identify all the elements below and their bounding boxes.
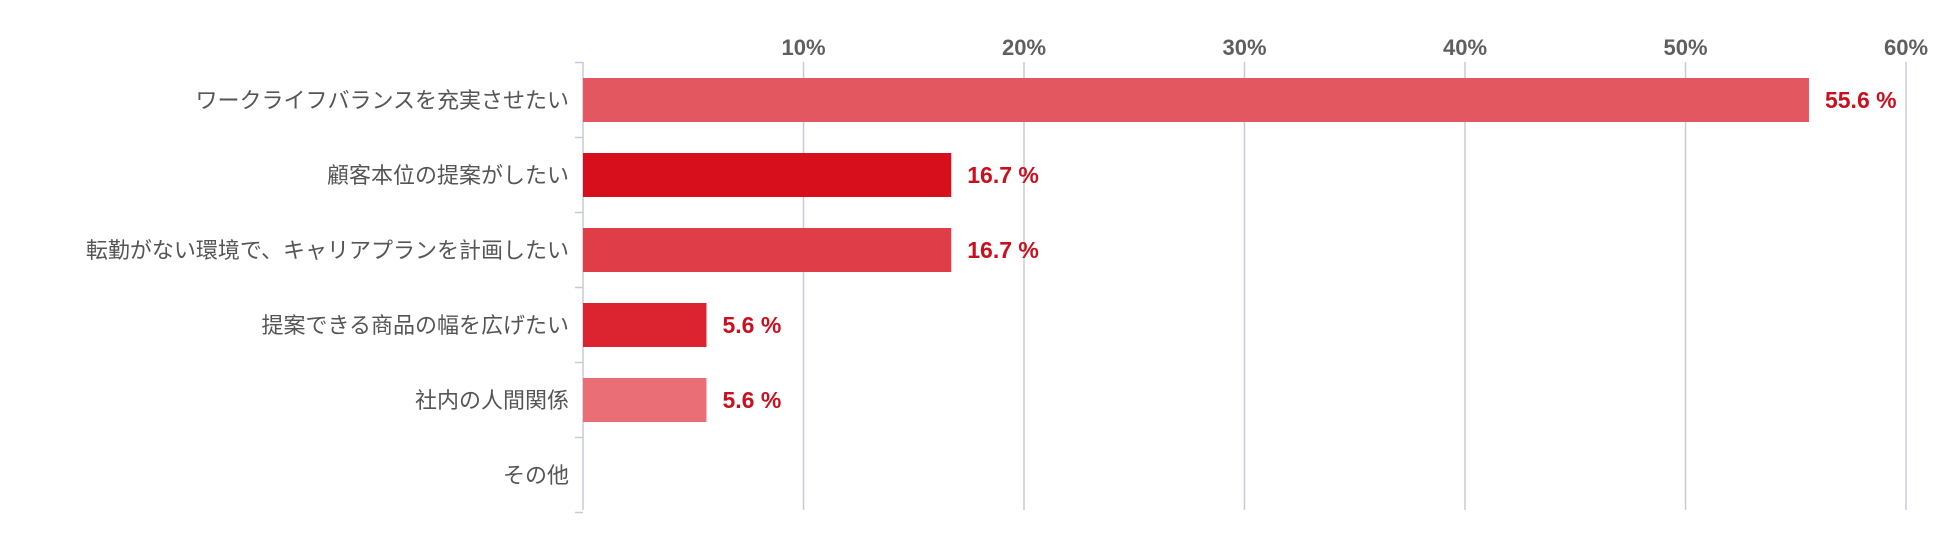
category-label: その他	[503, 464, 569, 489]
bar	[583, 378, 707, 422]
value-label: 5.6 %	[722, 312, 781, 338]
x-tick-label: 40%	[1443, 35, 1487, 60]
category-axis	[575, 61, 584, 514]
grid-lines	[802, 62, 1907, 510]
bars	[583, 78, 1809, 422]
x-axis-ticks: 10% 20% 30% 40% 50% 60%	[781, 35, 1928, 60]
bar	[583, 153, 952, 197]
category-label: 提案できる商品の幅を広げたい	[261, 314, 569, 339]
bar	[583, 228, 952, 272]
category-label: 顧客本位の提案がしたい	[327, 164, 569, 189]
x-tick-label: 50%	[1663, 35, 1707, 60]
x-tick-label: 60%	[1884, 35, 1928, 60]
bar	[583, 78, 1809, 122]
category-label: 社内の人間関係	[415, 389, 569, 414]
category-labels: ワークライフバランスを充実させたい顧客本位の提案がしたい転勤がない環境で、キャリ…	[86, 89, 569, 489]
value-labels: 55.6 % 16.7 % 16.7 % 5.6 % 5.6 %	[722, 87, 1896, 413]
bar	[583, 303, 707, 347]
value-label: 16.7 %	[967, 237, 1039, 263]
x-tick-label: 20%	[1002, 35, 1046, 60]
value-label: 55.6 %	[1825, 87, 1897, 113]
category-label: 転勤がない環境で、キャリアプランを計画したい	[86, 239, 569, 264]
x-tick-label: 10%	[781, 35, 825, 60]
value-label: 5.6 %	[722, 387, 781, 413]
value-label: 16.7 %	[967, 162, 1039, 188]
x-tick-label: 30%	[1222, 35, 1266, 60]
category-label: ワークライフバランスを充実させたい	[195, 89, 569, 114]
